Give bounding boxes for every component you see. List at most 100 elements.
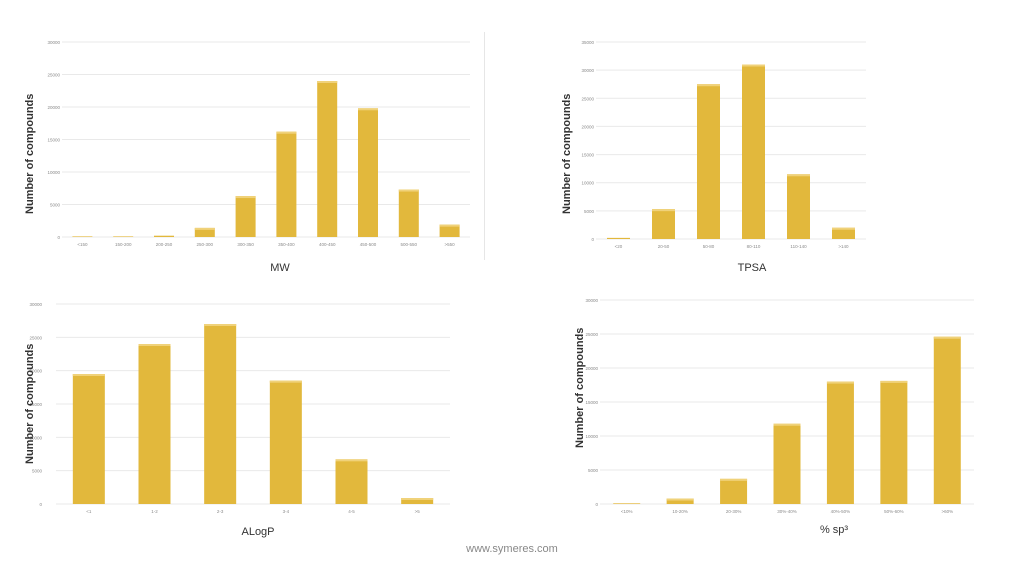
x-tick-label: >140 (838, 244, 849, 249)
x-tick-label: <150 (77, 242, 88, 247)
bar-highlight (773, 423, 801, 426)
bar (401, 498, 434, 504)
y-tick-label: 0 (595, 502, 598, 507)
y-tick-label: 25000 (29, 335, 42, 340)
y-tick-label: 30000 (581, 68, 594, 73)
bar (72, 236, 93, 237)
bar-highlight (398, 189, 419, 192)
bar-highlight (826, 381, 854, 384)
y-axis-label: Number of compounds (24, 93, 36, 214)
bar (439, 224, 460, 237)
bar-highlight (720, 478, 748, 481)
y-axis-label: Number of compounds (574, 327, 586, 448)
y-tick-label: 15000 (29, 402, 42, 407)
bar-highlight (933, 336, 961, 339)
bar-highlight (72, 374, 105, 376)
y-axis-label: Number of compounds (561, 93, 573, 214)
bar-highlight (194, 227, 215, 230)
y-tick-label: 0 (591, 237, 594, 242)
bar (652, 209, 675, 239)
bar (773, 423, 801, 504)
x-tick-label: <10% (621, 509, 633, 514)
bar-highlight (204, 324, 237, 326)
bar (204, 324, 237, 504)
x-tick-label: >5 (415, 509, 421, 514)
bar (335, 459, 368, 504)
x-tick-label: 1-2 (151, 509, 158, 514)
y-tick-label: 10000 (29, 435, 42, 440)
x-tick-label: 40%-50% (831, 509, 851, 514)
y-tick-label: 10000 (47, 170, 60, 175)
x-tick-label: 30%-40% (777, 509, 797, 514)
panel-divider (484, 32, 485, 260)
footer-url: www.symeres.com (466, 543, 558, 555)
bar-highlight (335, 459, 368, 462)
chart-mw: 0 5000 10000 15000 20000 25000 30000 <150 150-20… (47, 40, 470, 247)
bar (933, 336, 961, 504)
bar-highlight (317, 81, 338, 83)
y-tick-label: 25000 (47, 73, 60, 78)
chart-panel-tpsa: 0 5000 10000 15000 20000 25000 30000 35000 <20 20… (512, 0, 1024, 290)
bar (72, 374, 105, 504)
bar (276, 131, 297, 237)
bar (358, 108, 378, 237)
x-tick-label: 10-20% (672, 509, 688, 514)
bar-highlight (439, 224, 460, 227)
y-tick-label: 15000 (581, 153, 594, 158)
x-tick-label: 400-450 (319, 242, 336, 247)
bar (742, 64, 765, 239)
chart-panel-alogp: 0 5000 10000 15000 20000 25000 30000 <1 1-2 2-3 3-… (0, 290, 512, 550)
y-tick-label: 5000 (50, 203, 61, 208)
y-tick-label: 35000 (581, 40, 594, 45)
x-tick-label: 2-3 (217, 509, 224, 514)
y-tick-label: 5000 (584, 209, 595, 214)
bar (720, 478, 748, 504)
y-tick-label: 30000 (585, 298, 598, 303)
bar-highlight (742, 64, 765, 67)
bar-highlight (276, 131, 297, 134)
y-tick-label: 5000 (32, 469, 43, 474)
x-tick-label: 300-350 (237, 242, 254, 247)
chart-panel-sp3: 0 5000 10000 15000 20000 25000 30000 <10% 10-20%… (512, 290, 1024, 550)
bar (317, 81, 338, 237)
x-tick-label: 350-400 (278, 242, 295, 247)
bar (235, 196, 256, 237)
x-tick-label: <1 (86, 509, 92, 514)
x-tick-label: >60% (941, 509, 953, 514)
x-tick-label: 50%-60% (884, 509, 904, 514)
y-tick-label: 20000 (585, 366, 598, 371)
x-tick-label: 500-550 (401, 242, 418, 247)
bar (138, 344, 171, 504)
y-tick-label: 0 (57, 235, 60, 240)
chart-sp3: 0 5000 10000 15000 20000 25000 30000 <10% 10-20%… (585, 298, 974, 514)
y-tick-label: 15000 (585, 400, 598, 405)
y-tick-label: 20000 (29, 369, 42, 374)
x-axis-label: MW (270, 262, 290, 274)
bar-highlight (787, 174, 810, 177)
y-tick-label: 25000 (581, 96, 594, 101)
bar (832, 227, 855, 239)
y-tick-label: 10000 (585, 434, 598, 439)
y-tick-label: 30000 (47, 40, 60, 45)
bar (398, 189, 419, 237)
bar-highlight (235, 196, 256, 199)
chart-tpsa: 0 5000 10000 15000 20000 25000 30000 35000 <20 20… (581, 40, 866, 249)
bar (154, 235, 174, 237)
bar (697, 84, 720, 239)
bar (826, 381, 854, 504)
x-tick-label: 4-5 (348, 509, 355, 514)
y-tick-label: 20000 (47, 105, 60, 110)
bar-highlight (358, 108, 378, 111)
bar (666, 498, 694, 504)
y-tick-label: 30000 (29, 302, 42, 307)
y-tick-label: 15000 (47, 138, 60, 143)
x-tick-label: 50-80 (703, 244, 715, 249)
bar-highlight (832, 227, 855, 230)
y-tick-label: 10000 (581, 181, 594, 186)
bar (787, 174, 810, 239)
x-tick-label: 110-140 (790, 244, 807, 249)
bar-highlight (652, 209, 675, 212)
y-tick-label: 5000 (588, 468, 599, 473)
x-tick-label: 450-500 (360, 242, 377, 247)
x-tick-label: <20 (615, 244, 623, 249)
